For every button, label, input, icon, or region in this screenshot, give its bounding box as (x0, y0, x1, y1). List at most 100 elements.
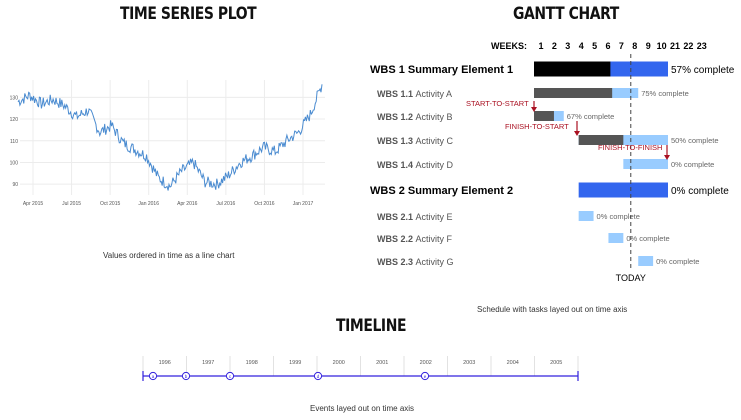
week-number: 7 (619, 41, 624, 51)
task-wbs: WBS 1.4 (377, 160, 416, 170)
timeline-event-circle (313, 371, 323, 381)
task-percent-label: 0% complete (597, 212, 640, 221)
task-label: WBS 1.1 Activity A (377, 89, 452, 99)
timeline-event-glyph: d (317, 374, 320, 379)
task-percent-label: 0% complete (671, 186, 729, 197)
week-number: 21 (670, 41, 680, 51)
ts-x-tick-label: Jan 2016 (138, 201, 159, 207)
week-number: 10 (657, 41, 667, 51)
task-label: WBS 1 Summary Element 1 (370, 64, 513, 76)
dependency-label: FINISH-TO-FINISH (598, 143, 662, 152)
timeline-year-label: 1996 (159, 360, 171, 366)
ts-x-tick-label: Oct 2016 (254, 201, 275, 207)
task-label: WBS 1.2 Activity B (377, 112, 453, 122)
timeline-year-label: 2002 (420, 360, 432, 366)
timeline-event-circle (148, 371, 158, 381)
timeline-year-label: 2004 (507, 360, 519, 366)
ts-x-tick-label: Apr 2016 (177, 201, 198, 207)
dependency-arrow: FINISH-TO-START (505, 121, 580, 136)
time-series-line (17, 84, 323, 191)
task-bar (608, 233, 624, 243)
task-label: WBS 1.3 Activity C (377, 136, 454, 146)
task-label: WBS 2.2 Activity F (377, 234, 453, 244)
ts-y-tick-label: 120 (10, 117, 19, 123)
ts-y-tick-label: 110 (10, 139, 18, 145)
gantt-row: WBS 1.3 Activity C 50% complete (377, 135, 719, 146)
timeline-event-glyph: e (424, 374, 427, 379)
timeline-year-columns: 1996 1997 1998 1999 2000 2001 2002 2003 2004 2005 (142, 356, 579, 376)
gantt-row: WBS 2.2 Activity F 0% complete (377, 233, 670, 244)
timeline-event-marker[interactable]: c (225, 371, 235, 381)
ts-x-tick-label: Apr 2015 (23, 201, 44, 207)
week-number: 5 (592, 41, 597, 51)
ts-y-tick-label: 90 (12, 182, 18, 188)
weeks-label: WEEKS: (491, 41, 527, 51)
week-number: 6 (605, 41, 610, 51)
ts-y-tick-label: 100 (10, 160, 19, 166)
time-series-chart: 90 100 110 120 130 Apr 2015 Jul 2015 Oct 2015 J… (10, 80, 325, 207)
week-number: 8 (632, 41, 637, 51)
task-wbs: WBS 1.3 (377, 136, 416, 146)
task-name: Activity G (416, 257, 454, 267)
task-name: Activity C (416, 136, 454, 146)
timeline-event-marker[interactable]: a (148, 371, 158, 381)
timeline-event-circle (225, 371, 235, 381)
task-label: WBS 2.3 Activity G (377, 257, 454, 267)
gantt-row: WBS 2.1 Activity E 0% complete (377, 211, 640, 222)
gantt-caption: Schedule with tasks layed out on time ax… (477, 305, 628, 314)
weeks-axis: 1 2 3 4 5 6 7 8 9 10 21 22 23 (538, 41, 706, 51)
week-number: 2 (552, 41, 557, 51)
summary-bar (578, 182, 668, 198)
ts-x-tick-label: Jul 2015 (62, 201, 81, 207)
dependency-label: START-TO-START (466, 99, 529, 108)
ts-x-tick-label: Jan 2017 (293, 201, 314, 207)
task-label: WBS 2 Summary Element 2 (370, 185, 513, 197)
timeline-caption: Events layed out on time axis (310, 404, 415, 413)
task-wbs: WBS 2.2 (377, 234, 416, 244)
task-bar (623, 159, 668, 169)
timeline-year-label: 1998 (246, 360, 258, 366)
task-percent-label: 0% complete (656, 257, 699, 266)
time-series-y-axis: 90 100 110 120 130 (10, 95, 19, 188)
task-bar (578, 211, 594, 221)
gantt-row: WBS 1 Summary Element 1 57% complete (370, 61, 735, 77)
task-name: Summary Element 1 (408, 64, 513, 76)
dependency-arrowhead (531, 107, 537, 112)
timeline-event-marker[interactable]: e (420, 371, 430, 381)
task-name: Activity E (416, 212, 453, 222)
week-number: 4 (579, 41, 584, 51)
timeline-event-glyph: a (152, 374, 155, 379)
timeline-title: TIMELINE (336, 316, 407, 336)
task-bar-complete (534, 88, 613, 98)
task-percent-label: 67% complete (567, 112, 615, 121)
timeline-event-circle (181, 371, 191, 381)
week-number: 22 (683, 41, 693, 51)
timeline-event-glyph: b (185, 374, 188, 379)
timeline-year-label: 2000 (333, 360, 345, 366)
task-label: WBS 2.1 Activity E (377, 212, 453, 222)
time-series-title: TIME SERIES PLOT (120, 4, 257, 24)
task-bar-complete (578, 135, 624, 145)
summary-bar-complete (534, 61, 611, 77)
timeline-events: a b c d e (148, 371, 430, 381)
timeline-event-marker[interactable]: d (313, 371, 323, 381)
ts-x-tick-label: Oct 2015 (100, 201, 121, 207)
timeline-chart: 1996 1997 1998 1999 2000 2001 2002 2003 2004 2005… (142, 356, 579, 381)
task-wbs: WBS 2.1 (377, 212, 416, 222)
task-wbs: WBS 1 (370, 64, 408, 76)
gantt-row: WBS 1.2 Activity B 67% complete (377, 111, 614, 122)
task-wbs: WBS 2 (370, 185, 408, 197)
task-wbs: WBS 1.1 (377, 89, 416, 99)
task-label: WBS 1.4 Activity D (377, 160, 454, 170)
dependency-label: FINISH-TO-START (505, 122, 569, 131)
week-number: 23 (697, 41, 707, 51)
task-percent-label: 75% complete (641, 89, 689, 98)
gantt-chart: WEEKS: 1 2 3 4 5 6 7 8 9 10 21 22 23 WBS 1 Summary E… (370, 41, 735, 283)
dependency-arrowhead (574, 131, 580, 136)
gantt-row: WBS 1.1 Activity A 75% complete (377, 88, 689, 99)
task-bar-complete (534, 111, 554, 121)
timeline-event-marker[interactable]: b (181, 371, 191, 381)
timeline-year-label: 2001 (376, 360, 388, 366)
gantt-title: GANTT CHART (513, 4, 619, 24)
